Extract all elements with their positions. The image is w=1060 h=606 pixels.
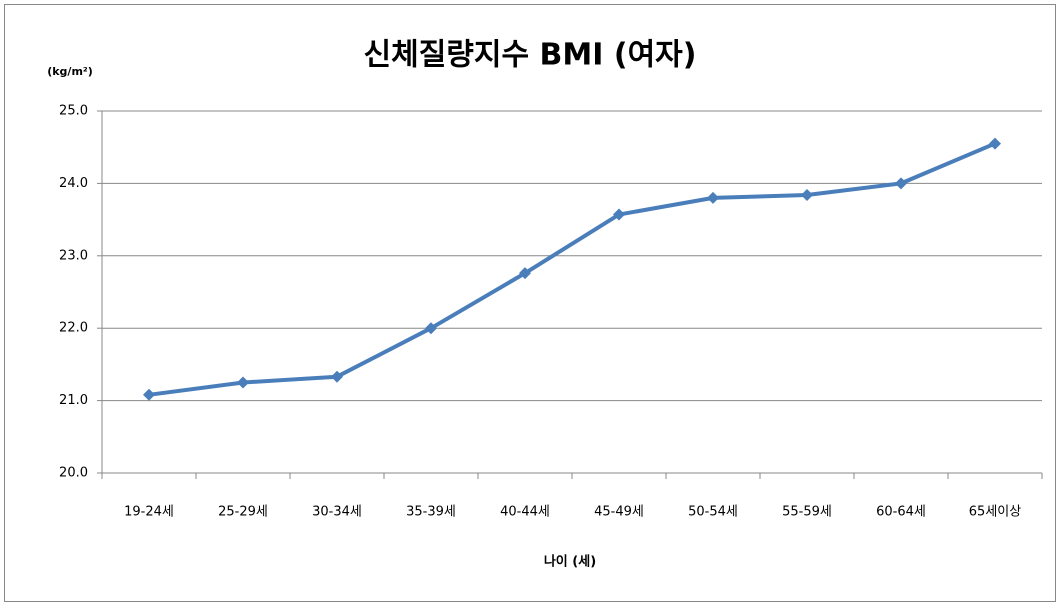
y-tick-label: 24.0 — [59, 176, 88, 191]
x-tick-label: 60-64세 — [876, 505, 926, 520]
y-tick-label: 20.0 — [59, 466, 88, 481]
data-point — [707, 191, 719, 204]
data-point — [989, 137, 1001, 150]
data-point — [519, 267, 531, 280]
x-axis-title: 나이 (세) — [544, 554, 596, 570]
y-tick-label: 25.0 — [59, 104, 88, 119]
y-tick-label: 21.0 — [59, 393, 88, 408]
data-point — [143, 388, 155, 401]
x-tick-label: 30-34세 — [312, 505, 362, 520]
data-point — [425, 322, 437, 335]
chart-frame — [4, 4, 1056, 602]
x-tick-label: 65세이상 — [969, 505, 1021, 520]
y-axis-title: (kg/m²) — [47, 65, 93, 78]
line-series — [148, 141, 996, 397]
x-tick-label: 25-29세 — [218, 505, 268, 520]
data-point — [237, 376, 249, 389]
x-tick-label: 40-44세 — [500, 505, 550, 520]
data-point — [613, 208, 625, 221]
x-tick-label: 55-59세 — [782, 505, 832, 520]
data-point — [895, 177, 907, 190]
y-tick-label: 23.0 — [59, 248, 88, 263]
data-point — [801, 188, 813, 201]
chart-title: 신체질량지수 BMI (여자) — [364, 38, 697, 73]
x-tick-label: 45-49세 — [594, 505, 644, 520]
x-tick-label: 35-39세 — [406, 505, 456, 520]
data-point — [331, 370, 343, 383]
x-tick-label: 50-54세 — [688, 505, 738, 520]
x-tick-label: 19-24세 — [124, 505, 174, 520]
y-tick-label: 22.0 — [59, 321, 88, 336]
